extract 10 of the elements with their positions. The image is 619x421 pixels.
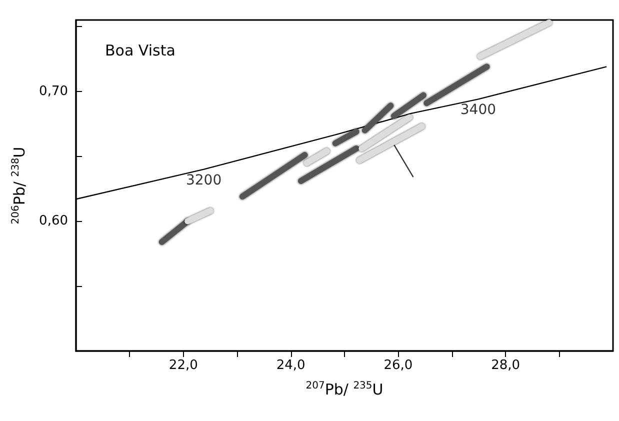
annotation: 3400: [460, 102, 496, 118]
text: Boa Vista: [105, 42, 176, 60]
y-tick-label: 0,60: [39, 214, 68, 229]
x-tick-label: 26,0: [384, 358, 413, 373]
x-tick-label: 24,0: [276, 358, 306, 373]
x-tick-label: 22,0: [168, 358, 198, 373]
annotation: 3200: [186, 172, 222, 188]
y-tick-label: 0,70: [39, 84, 68, 99]
x-tick-label: 28,0: [491, 358, 520, 373]
y-axis-title: 206Pb/ 238U: [10, 146, 28, 224]
